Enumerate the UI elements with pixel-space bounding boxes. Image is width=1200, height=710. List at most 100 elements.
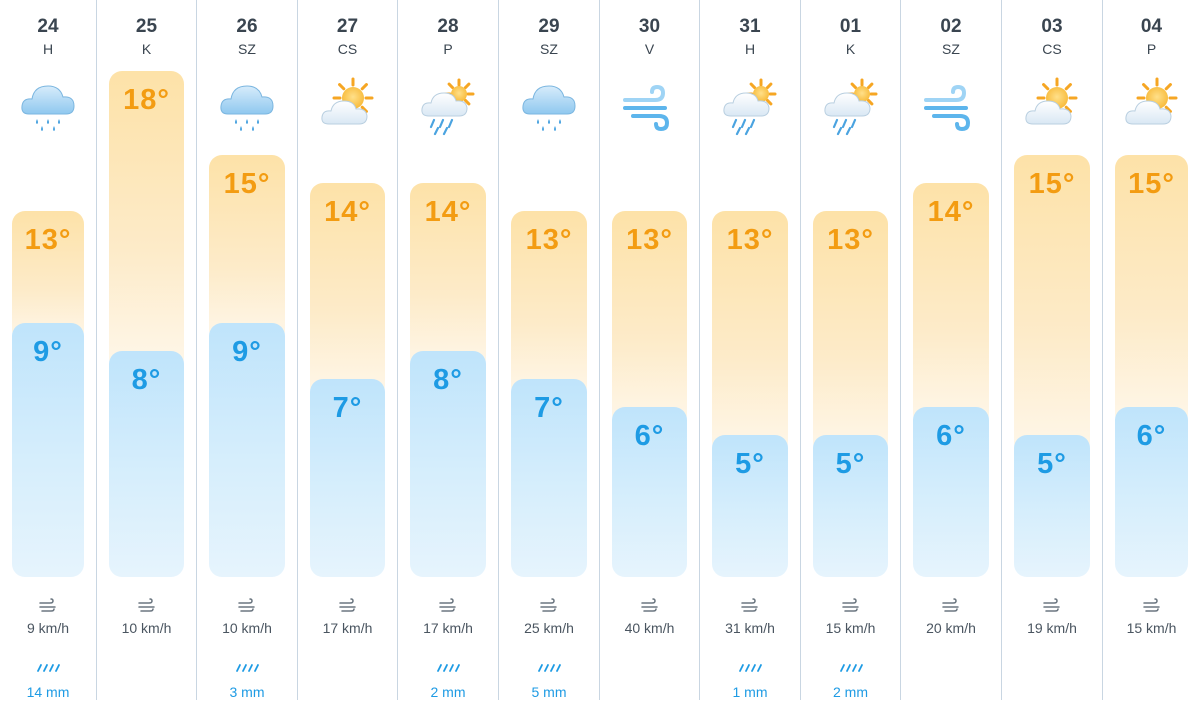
wind-speed: 20 km/h bbox=[926, 620, 976, 636]
day-date: 04 bbox=[1140, 16, 1163, 37]
day-column[interactable]: 02 SZ 14° 6° 20 km/h bbox=[900, 0, 1001, 700]
low-temp: 5° bbox=[1037, 448, 1067, 480]
low-temp: 8° bbox=[433, 364, 463, 396]
day-date: 30 bbox=[638, 16, 661, 37]
wind-icon bbox=[920, 74, 982, 136]
wind-small-icon bbox=[1142, 598, 1162, 614]
low-temp: 6° bbox=[1136, 420, 1167, 452]
day-column[interactable]: 31 H 13° 5° 31 km/h 1 mm bbox=[699, 0, 800, 700]
day-date: 25 bbox=[135, 16, 158, 37]
wind-speed: 10 km/h bbox=[222, 620, 272, 636]
wind-small-icon bbox=[941, 598, 961, 614]
low-temp-bar bbox=[813, 435, 888, 577]
day-column[interactable]: 26 SZ 15° 9° 10 km/h 3 mm bbox=[196, 0, 297, 700]
high-temp-bar bbox=[209, 155, 285, 343]
day-column[interactable]: 28 P 14° 8° 17 km/h 2 mm bbox=[397, 0, 498, 700]
high-temp: 15° bbox=[1128, 168, 1175, 200]
rain-drops-icon bbox=[36, 661, 60, 673]
sun-rain-cloud-icon bbox=[820, 74, 882, 136]
day-date: 26 bbox=[236, 16, 258, 37]
wind-small-icon bbox=[38, 598, 58, 614]
wind-speed: 15 km/h bbox=[1126, 620, 1177, 636]
high-temp: 18° bbox=[123, 84, 170, 116]
day-of-week: K bbox=[845, 41, 856, 57]
low-temp-bar bbox=[1115, 407, 1188, 577]
day-date: 31 bbox=[739, 16, 761, 37]
low-temp-bar bbox=[913, 407, 989, 577]
wind-speed: 25 km/h bbox=[524, 620, 574, 636]
high-temp: 13° bbox=[525, 224, 573, 256]
high-temp: 15° bbox=[1028, 168, 1076, 200]
day-of-week: CS bbox=[337, 41, 358, 57]
rain-drops-icon bbox=[839, 661, 863, 673]
low-temp-bar bbox=[410, 351, 486, 577]
day-of-week: SZ bbox=[238, 41, 256, 57]
high-temp: 13° bbox=[827, 224, 874, 256]
wind-small-icon bbox=[237, 598, 257, 614]
day-column[interactable]: 04 P 15° 6° 15 km/h bbox=[1102, 0, 1200, 700]
low-temp-bar bbox=[209, 323, 285, 577]
wind-speed: 17 km/h bbox=[322, 620, 373, 636]
day-date: 28 bbox=[437, 16, 459, 37]
low-temp-bar bbox=[511, 379, 587, 577]
high-temp-bar bbox=[1014, 155, 1090, 455]
sun-behind-cloud-icon bbox=[317, 74, 379, 136]
sun-rain-cloud-icon bbox=[719, 74, 781, 136]
high-temp-bar bbox=[913, 183, 989, 427]
low-temp: 7° bbox=[332, 392, 363, 424]
day-column[interactable]: 03 CS 15° 5° 19 km/h bbox=[1001, 0, 1102, 700]
day-of-week: SZ bbox=[540, 41, 558, 57]
day-date: 27 bbox=[336, 16, 359, 37]
sun-behind-cloud-icon bbox=[1121, 74, 1183, 136]
rain-drops-icon bbox=[738, 661, 762, 673]
rain-cloud-icon bbox=[518, 74, 580, 136]
day-of-week: K bbox=[141, 41, 152, 57]
high-temp-bar bbox=[511, 211, 587, 399]
high-temp-bar bbox=[12, 211, 84, 343]
wind-speed: 17 km/h bbox=[423, 620, 473, 636]
low-temp: 9° bbox=[232, 336, 262, 368]
wind-small-icon bbox=[640, 598, 660, 614]
wind-speed: 31 km/h bbox=[725, 620, 775, 636]
wind-speed: 10 km/h bbox=[121, 620, 172, 636]
low-temp: 9° bbox=[33, 336, 63, 368]
high-temp: 15° bbox=[223, 168, 271, 200]
day-column[interactable]: 30 V 13° 6° 40 km/h bbox=[599, 0, 699, 700]
wind-small-icon bbox=[137, 598, 157, 614]
rain-drops-icon bbox=[235, 661, 259, 673]
day-of-week: P bbox=[1146, 41, 1157, 57]
wind-small-icon bbox=[740, 598, 760, 614]
precipitation: 3 mm bbox=[229, 684, 265, 700]
low-temp: 5° bbox=[735, 448, 765, 480]
precipitation: 2 mm bbox=[430, 684, 466, 700]
high-temp-bar bbox=[410, 183, 486, 371]
high-temp-bar bbox=[813, 211, 888, 455]
wind-speed: 40 km/h bbox=[624, 620, 675, 636]
wind-icon bbox=[619, 74, 681, 136]
day-of-week: H bbox=[42, 41, 54, 57]
wind-small-icon bbox=[539, 598, 559, 614]
high-temp: 14° bbox=[927, 196, 975, 228]
low-temp-bar bbox=[310, 379, 385, 577]
high-temp: 13° bbox=[726, 224, 774, 256]
high-temp: 13° bbox=[24, 224, 72, 256]
day-column[interactable]: 01 K 13° 5° 15 km/h 2 mm bbox=[800, 0, 900, 700]
low-temp-bar bbox=[109, 351, 184, 577]
precipitation: 2 mm bbox=[833, 684, 868, 700]
low-temp-bar bbox=[712, 435, 788, 577]
wind-speed: 9 km/h bbox=[26, 620, 69, 636]
day-column[interactable]: 25 K 18° 8° 10 km/h bbox=[96, 0, 196, 700]
day-of-week: H bbox=[744, 41, 756, 57]
low-temp: 5° bbox=[835, 448, 866, 480]
day-date: 02 bbox=[940, 16, 962, 37]
day-column[interactable]: 29 SZ 13° 7° 25 km/h 5 mm bbox=[498, 0, 599, 700]
high-temp: 14° bbox=[424, 196, 472, 228]
rain-cloud-icon bbox=[17, 74, 79, 136]
sun-rain-cloud-icon bbox=[417, 74, 479, 136]
high-temp: 13° bbox=[626, 224, 673, 256]
low-temp-bar bbox=[1014, 435, 1090, 577]
day-column[interactable]: 27 CS 14° 7° 17 km/h bbox=[297, 0, 397, 700]
day-of-week: V bbox=[644, 41, 655, 57]
day-column[interactable]: 24 H 13° 9° 9 km/h 14 mm bbox=[0, 0, 96, 700]
precipitation: 14 mm bbox=[26, 684, 70, 700]
